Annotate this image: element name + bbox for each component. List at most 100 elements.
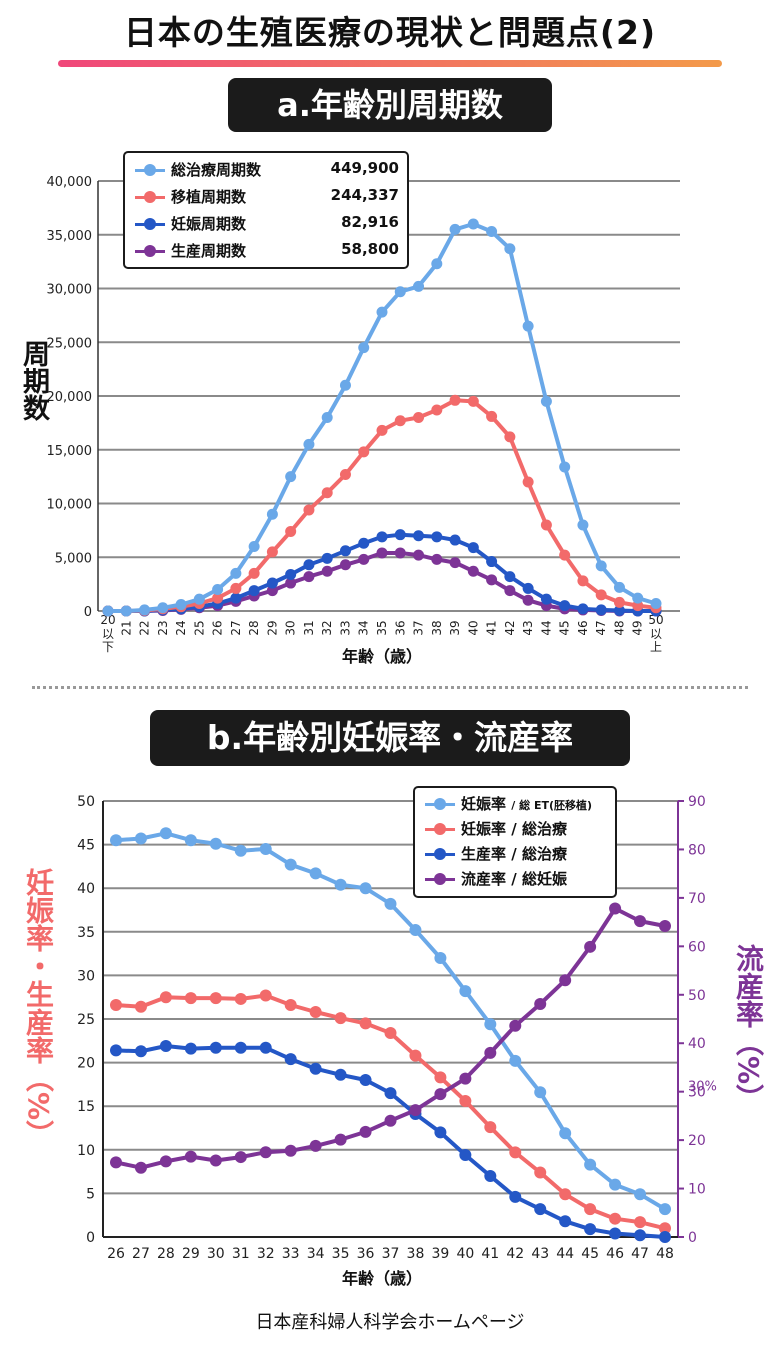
legend-value: 58,800 xyxy=(341,240,399,258)
data-point xyxy=(509,1019,522,1032)
data-point xyxy=(102,605,114,617)
x-tick-label: 29 xyxy=(265,620,279,635)
data-point xyxy=(659,1203,671,1216)
data-point xyxy=(449,223,461,235)
data-point xyxy=(584,1158,597,1171)
data-point xyxy=(259,1041,272,1054)
legend-denominator: 総妊娠 xyxy=(521,870,567,888)
data-point xyxy=(577,603,589,615)
data-point xyxy=(459,985,472,998)
legend-denominator: 総治療 xyxy=(521,845,567,863)
x-tick-label: 41 xyxy=(485,620,499,635)
data-point xyxy=(409,1049,422,1062)
data-point xyxy=(285,568,297,580)
data-point xyxy=(559,1188,572,1201)
data-point xyxy=(248,585,260,597)
data-point xyxy=(634,915,647,928)
data-point xyxy=(266,508,278,520)
data-point xyxy=(522,594,534,606)
data-point xyxy=(184,992,197,1005)
data-point xyxy=(110,1156,122,1169)
data-point xyxy=(157,602,169,614)
x-tick-label: 24 xyxy=(174,620,188,635)
data-point xyxy=(248,567,260,579)
x-tick-label: 35 xyxy=(375,620,389,635)
y-right-tick-label: 70 xyxy=(688,891,706,907)
data-point xyxy=(484,1121,497,1134)
data-point xyxy=(376,424,388,436)
data-point xyxy=(609,1178,622,1191)
legend-item: 妊娠率 / 総 ET(胚移植) xyxy=(415,792,615,816)
y-right-tick-label: 90 xyxy=(688,794,706,810)
data-point xyxy=(559,1215,572,1228)
legend-value: 449,900 xyxy=(330,159,399,177)
y-right-tick-label: 80 xyxy=(688,842,706,858)
data-point xyxy=(212,592,224,604)
data-point xyxy=(504,431,516,443)
data-point xyxy=(339,559,351,571)
data-point xyxy=(486,574,498,586)
legend-label: 生産周期数 xyxy=(171,242,247,260)
data-point xyxy=(266,546,278,558)
data-point xyxy=(431,404,443,416)
x-tick-label: 33 xyxy=(338,620,352,635)
data-point xyxy=(285,471,297,483)
x-tick-label: 45 xyxy=(581,1246,599,1262)
x-tick-label: 34 xyxy=(357,620,371,635)
x-tick-label: 36 xyxy=(357,1246,375,1262)
data-point xyxy=(609,1212,622,1225)
x-tick-label: 23 xyxy=(156,620,170,635)
data-point xyxy=(609,1227,622,1240)
data-point xyxy=(110,1044,122,1057)
data-point xyxy=(303,571,315,583)
data-point xyxy=(209,837,222,850)
data-point xyxy=(449,394,461,406)
data-point xyxy=(434,1088,447,1101)
data-point xyxy=(504,585,516,597)
data-point xyxy=(309,1006,322,1019)
data-point xyxy=(209,992,222,1005)
data-point xyxy=(559,974,572,987)
data-point xyxy=(321,412,333,423)
data-point xyxy=(509,1054,522,1067)
y-right-tick-label: 0 xyxy=(688,1230,697,1246)
page-title: 日本の生殖医療の現状と問題点(2) xyxy=(123,13,657,52)
x-tick-label: 46 xyxy=(606,1246,624,1262)
data-point xyxy=(321,565,333,577)
data-point xyxy=(394,547,406,559)
data-point xyxy=(321,487,333,499)
data-point xyxy=(234,844,247,857)
data-point xyxy=(484,1169,497,1182)
data-point xyxy=(209,1154,222,1167)
data-point xyxy=(234,992,247,1005)
data-point xyxy=(559,600,571,612)
y-right-tick-label: 30 xyxy=(688,1085,706,1101)
x-tick-label: 46 xyxy=(576,620,590,635)
x-tick-label: 35 xyxy=(332,1246,350,1262)
data-point xyxy=(376,306,388,318)
data-point xyxy=(230,592,242,604)
data-point xyxy=(409,924,422,937)
data-point xyxy=(659,1222,671,1235)
data-point xyxy=(540,593,552,605)
data-point xyxy=(659,919,671,932)
x-tick-label: 28 xyxy=(157,1246,175,1262)
data-point xyxy=(449,557,461,569)
data-point xyxy=(534,997,547,1010)
data-point xyxy=(159,827,172,840)
x-tick-label: 49 xyxy=(631,620,645,635)
data-point xyxy=(159,1155,172,1168)
x-axis-label: 年齢（歳） xyxy=(342,647,422,666)
data-point xyxy=(559,461,571,473)
data-point xyxy=(285,577,297,589)
title-underline xyxy=(58,60,722,67)
x-tick-label: 33 xyxy=(282,1246,300,1262)
data-point xyxy=(359,882,372,895)
chart-a-legend: 総治療周期数 449,900 移植周期数 244,337 妊娠周期数 82,91… xyxy=(123,151,409,269)
legend-label: 生産率 xyxy=(461,845,507,863)
y-left-tick-label: 20 xyxy=(77,1056,95,1072)
data-point xyxy=(159,1040,172,1053)
data-point xyxy=(284,999,297,1012)
data-point xyxy=(584,1203,597,1216)
x-axis-label: 年齢（歳） xyxy=(342,1269,422,1288)
